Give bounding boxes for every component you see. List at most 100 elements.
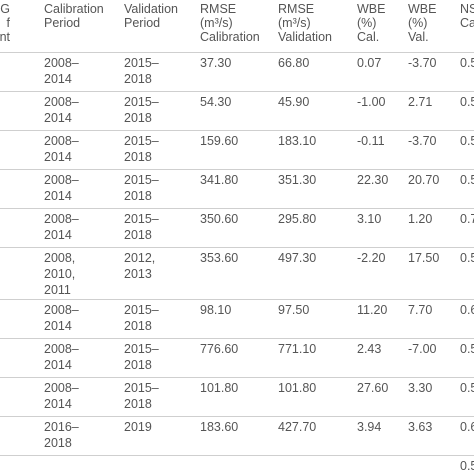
cell-line: Val. bbox=[408, 30, 429, 44]
cell-line: 2015– bbox=[124, 56, 159, 70]
cell-line: Calibration bbox=[200, 30, 260, 44]
row-rule bbox=[0, 338, 474, 339]
cell-line: 2014 bbox=[44, 319, 72, 333]
cell-line: Calibration bbox=[44, 2, 104, 16]
cell-line: 2015– bbox=[124, 212, 159, 226]
table-cell: 2008– 2014 bbox=[44, 211, 122, 243]
cell-line: (%) bbox=[357, 16, 377, 30]
table-cell: 101.80 bbox=[278, 381, 317, 395]
cell-line: (%) bbox=[408, 16, 428, 30]
table-cell: 101.80 bbox=[200, 381, 239, 395]
table-cell: 3.10 bbox=[357, 212, 382, 226]
row-rule bbox=[0, 247, 474, 248]
cell-line: 2011 bbox=[44, 283, 71, 297]
header-cell: Gfcient bbox=[0, 2, 10, 44]
cell-line: 2015– bbox=[124, 95, 159, 109]
header-cell: NS Ca bbox=[460, 2, 474, 30]
cell-line: 2015– bbox=[124, 134, 159, 148]
table-cell: -0.11 bbox=[357, 134, 385, 148]
table-cell: 776.60 bbox=[200, 342, 239, 356]
header-cell: RMSE (m³/s) Calibration bbox=[200, 2, 276, 44]
table-cell: 0.5 bbox=[460, 134, 474, 148]
header-cell: Calibration Period bbox=[44, 2, 122, 30]
table-cell: 341.80 bbox=[200, 173, 239, 187]
cell-line: Period bbox=[44, 16, 81, 30]
row-rule bbox=[0, 455, 474, 456]
cell-line: 2018 bbox=[124, 358, 152, 372]
table-cell: 2015– 2018 bbox=[124, 341, 198, 373]
table-cell: 427.70 bbox=[278, 420, 317, 434]
cell-line: 2015– bbox=[124, 303, 159, 317]
cell-line: 2018 bbox=[124, 228, 152, 242]
cell-line: 2008, bbox=[44, 251, 76, 265]
table-cell: 3.63 bbox=[408, 420, 433, 434]
cell-line: 2018 bbox=[124, 72, 152, 86]
table-cell: 66.80 bbox=[278, 56, 310, 70]
table-cell: 3.30 bbox=[408, 381, 433, 395]
cell-line: 2015– bbox=[124, 381, 159, 395]
table-cell: 22.30 bbox=[357, 173, 389, 187]
table-cell: 0.5 bbox=[460, 251, 474, 265]
cell-line: 2008– bbox=[44, 95, 79, 109]
row-rule bbox=[0, 130, 474, 131]
cell-line: Validation bbox=[124, 2, 178, 16]
cell-line: 2014 bbox=[44, 358, 72, 372]
table-cell: 2016– 2018 bbox=[44, 419, 122, 451]
table-cell: 45.90 bbox=[278, 95, 310, 109]
table-cell: 27.60 bbox=[357, 381, 389, 395]
table-cell: 0.7 bbox=[460, 212, 474, 226]
table-cell: 2008– 2014 bbox=[44, 133, 122, 165]
cell-line: 2018 bbox=[124, 150, 152, 164]
table-cell: 0.5 bbox=[460, 459, 474, 473]
table-cell: 2015– 2018 bbox=[124, 211, 198, 243]
table-cell: 2015– 2018 bbox=[124, 94, 198, 126]
cell-line: 2013 bbox=[124, 267, 152, 281]
cell-line: 2008– bbox=[44, 173, 79, 187]
row-rule bbox=[0, 416, 474, 417]
header-cell: Validation Period bbox=[124, 2, 198, 30]
table-cell: 2.43 bbox=[357, 342, 382, 356]
cell-line: 2008– bbox=[44, 134, 79, 148]
cell-line: 2018 bbox=[124, 189, 152, 203]
cell-line: 2016– bbox=[44, 420, 79, 434]
table-cell: 98.10 bbox=[200, 303, 232, 317]
cell-line: 2015– bbox=[124, 173, 159, 187]
row-rule bbox=[0, 52, 474, 53]
cell-line: 2014 bbox=[44, 111, 72, 125]
table-cell: 2015– 2018 bbox=[124, 380, 198, 412]
table-cell: 2.71 bbox=[408, 95, 433, 109]
cell-line: cient bbox=[0, 30, 10, 44]
cell-line: WBE bbox=[408, 2, 437, 16]
cell-line: f bbox=[6, 16, 10, 30]
table-cell: 295.80 bbox=[278, 212, 317, 226]
cell-line: 2008– bbox=[44, 56, 79, 70]
table-cell: -3.70 bbox=[408, 56, 437, 70]
table-cell: -3.70 bbox=[408, 134, 437, 148]
table-cell: 0.6 bbox=[460, 420, 474, 434]
table-cell: 3.94 bbox=[357, 420, 382, 434]
cell-line: 2010, bbox=[44, 267, 76, 281]
table-cell: 2008– 2014 bbox=[44, 94, 122, 126]
table-cell: 771.10 bbox=[278, 342, 317, 356]
cell-line: Ca bbox=[460, 16, 474, 30]
cell-line: 2008– bbox=[44, 381, 79, 395]
cell-line: (m³/s) bbox=[278, 16, 311, 30]
table-cell: -7.00 bbox=[408, 342, 437, 356]
cell-line: NS bbox=[460, 2, 474, 16]
cell-line: 2012, bbox=[124, 251, 156, 265]
table-cell: 7.70 bbox=[408, 303, 433, 317]
table-cell: 2008– 2014 bbox=[44, 341, 122, 373]
table-cell: 2019 bbox=[124, 419, 198, 435]
table-cell: 17.50 bbox=[408, 251, 440, 265]
cell-line: RMSE bbox=[278, 2, 315, 16]
row-rule bbox=[0, 169, 474, 170]
table-cell: 0.5 bbox=[460, 95, 474, 109]
cell-line: 2019 bbox=[124, 420, 152, 434]
table-cell: 2012, 2013 bbox=[124, 250, 198, 282]
table-cell: 183.10 bbox=[278, 134, 317, 148]
cell-line: 2015– bbox=[124, 342, 159, 356]
cell-line: 2008– bbox=[44, 303, 79, 317]
header-cell: RMSE (m³/s) Validation bbox=[278, 2, 354, 44]
table-cell: 0.5 bbox=[460, 56, 474, 70]
cell-line: WBE bbox=[357, 2, 386, 16]
